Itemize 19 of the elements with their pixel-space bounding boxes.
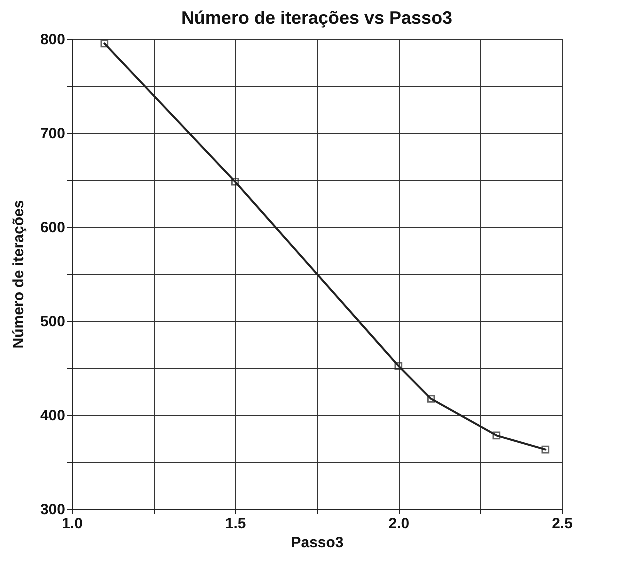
y-tick-label: 400	[40, 408, 66, 424]
point	[427, 395, 436, 403]
point	[492, 432, 501, 440]
y-tick-label: 600	[40, 220, 66, 236]
y-tick-label: 700	[40, 126, 66, 142]
x-tick-label: 1.0	[62, 516, 83, 532]
point	[231, 178, 240, 186]
point	[394, 362, 403, 370]
x-axis-title: Passo3	[291, 534, 344, 552]
chart-title: Número de iterações vs Passo3	[181, 8, 453, 28]
y-tick-label: 500	[40, 314, 66, 330]
y-axis-title: Número de iterações	[10, 200, 28, 349]
y-tick-label: 300	[40, 502, 66, 518]
x-tick-label: 1.5	[225, 516, 246, 532]
y-tick-label: 800	[40, 32, 66, 48]
point	[100, 40, 109, 48]
x-tick-label: 2.0	[388, 516, 410, 532]
x-tick-label: 2.5	[552, 516, 573, 532]
point	[542, 446, 550, 454]
